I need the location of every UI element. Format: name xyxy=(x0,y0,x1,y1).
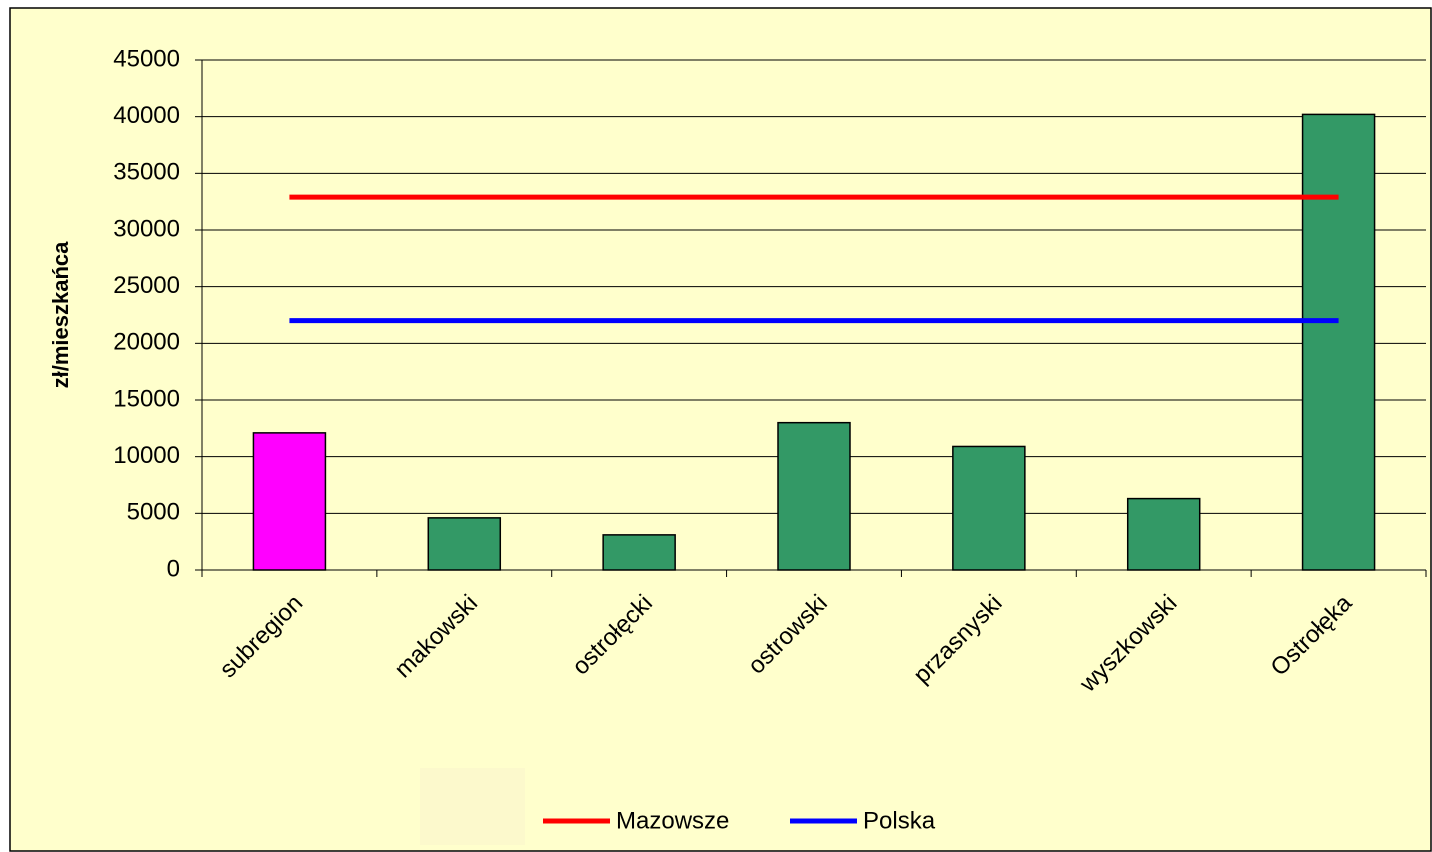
bar xyxy=(602,534,676,571)
y-tick-label: 0 xyxy=(167,555,180,582)
bar xyxy=(252,432,327,571)
y-tick-label: 30000 xyxy=(113,215,180,242)
bar xyxy=(777,421,851,571)
y-tick-label: 5000 xyxy=(127,499,180,526)
y-tick-label: 10000 xyxy=(113,442,180,469)
legend-blank xyxy=(420,768,525,845)
y-tick-label: 20000 xyxy=(113,329,180,356)
y-tick-label: 35000 xyxy=(113,159,180,186)
y-tick-label: 45000 xyxy=(113,45,180,72)
bar xyxy=(952,445,1026,571)
bar xyxy=(427,517,502,571)
chart-background xyxy=(9,7,1432,852)
y-tick-label: 15000 xyxy=(113,385,180,412)
bar xyxy=(1301,113,1376,571)
y-tick-label: 40000 xyxy=(113,102,180,129)
legend-label: Mazowsze xyxy=(616,807,729,834)
y-axis-label: zł/mieszkańca xyxy=(48,241,73,389)
y-tick-label: 25000 xyxy=(113,272,180,299)
legend-label: Polska xyxy=(863,807,936,834)
bar xyxy=(1126,497,1201,571)
